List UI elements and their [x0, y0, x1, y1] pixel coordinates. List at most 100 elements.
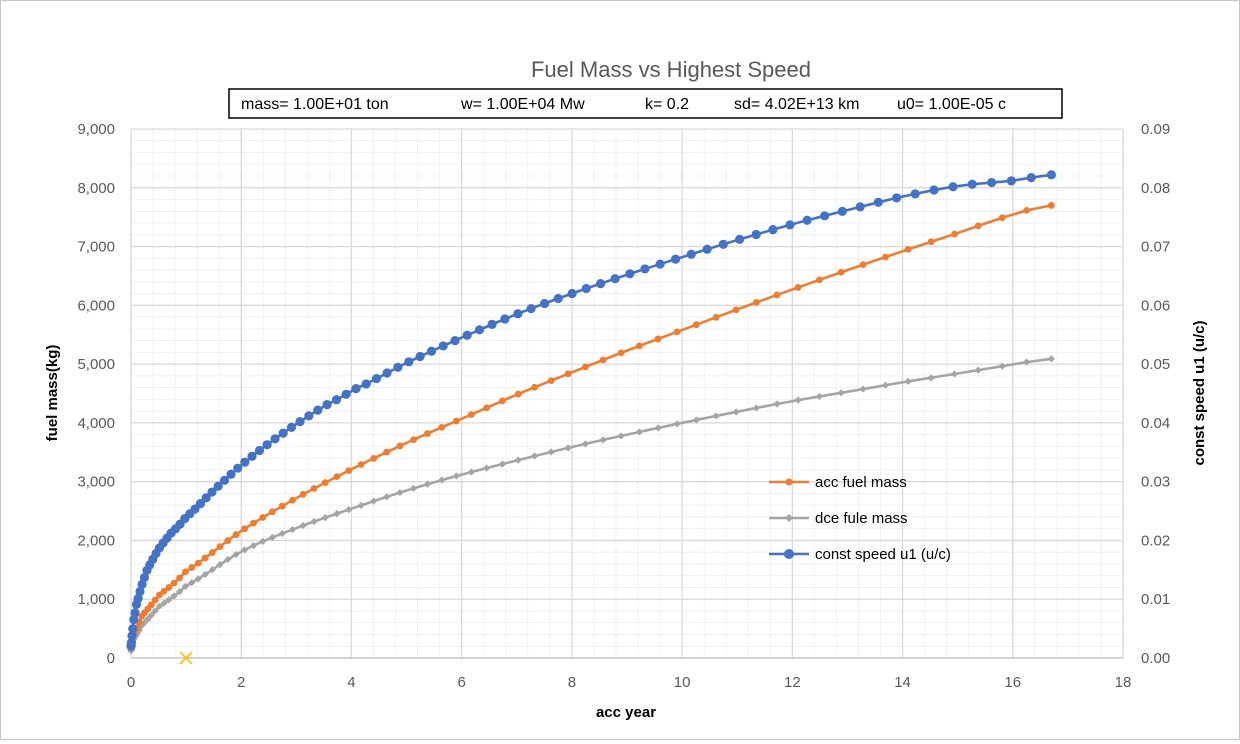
data-point-const-speed — [361, 379, 371, 389]
data-point-dce-fule-mass — [1023, 358, 1031, 366]
data-point-dce-fule-mass — [259, 537, 267, 546]
data-point-const-speed — [655, 259, 665, 269]
data-point-const-speed — [670, 254, 681, 264]
data-point-dce-fule-mass — [581, 440, 590, 448]
data-point-const-speed — [128, 624, 138, 634]
data-point-acc-fuel-mass — [752, 299, 760, 306]
data-point-acc-fuel-mass — [194, 559, 202, 567]
data-point-const-speed — [802, 215, 812, 225]
data-point-acc-fuel-mass — [514, 390, 522, 398]
data-point-dce-fule-mass — [299, 521, 307, 530]
data-point-dce-fule-mass — [1047, 355, 1055, 363]
data-point-const-speed — [331, 395, 342, 405]
data-point-dce-fule-mass — [155, 602, 164, 610]
data-point-const-speed — [130, 608, 140, 618]
data-point-acc-fuel-mass — [599, 356, 607, 364]
data-point-const-speed — [341, 389, 351, 399]
data-point-const-speed — [686, 249, 696, 259]
data-point-dce-fule-mass — [438, 476, 446, 484]
data-point-acc-fuel-mass — [208, 549, 216, 556]
data-point-const-speed — [201, 493, 211, 503]
data-point-dce-fule-mass — [732, 408, 740, 416]
data-point-const-speed — [254, 445, 265, 456]
data-point-const-speed — [351, 384, 361, 394]
data-point-acc-fuel-mass — [951, 230, 958, 238]
chart-title: Fuel Mass vs Highest Speed — [531, 57, 811, 82]
data-point-dce-fule-mass — [904, 377, 912, 386]
data-point-const-speed — [195, 499, 206, 509]
parameter-box — [228, 88, 1063, 119]
data-point-const-speed — [313, 405, 323, 415]
data-point-acc-fuel-mass — [259, 514, 267, 521]
legend-marker-const-speed — [784, 549, 794, 559]
data-point-dce-fule-mass — [321, 513, 329, 522]
data-point-acc-fuel-mass — [732, 306, 740, 314]
data-point-const-speed — [270, 434, 280, 444]
y-tick-label: 2,000 — [77, 532, 115, 549]
data-point-acc-fuel-mass — [424, 430, 431, 437]
y-tick-label: 0 — [107, 650, 115, 667]
data-point-dce-fule-mass — [547, 448, 555, 456]
y-tick-label: 3,000 — [77, 474, 115, 491]
data-point-dce-fule-mass — [241, 546, 249, 554]
legend-label-dce-fule-mass: dce fule mass — [815, 510, 908, 527]
data-point-acc-fuel-mass — [773, 291, 781, 299]
data-point-const-speed — [967, 179, 977, 189]
data-point-const-speed — [837, 206, 847, 217]
legend: acc fuel mass dce fule mass const speed … — [769, 474, 951, 563]
data-point-dce-fule-mass — [175, 588, 184, 596]
data-point-const-speed — [286, 422, 297, 432]
y2-tick-label: 0.01 — [1141, 591, 1170, 608]
data-point-acc-fuel-mass — [289, 496, 296, 504]
y2-tick-label: 0.05 — [1141, 356, 1170, 373]
data-point-const-speed — [438, 341, 448, 351]
x-tick-label: 8 — [568, 674, 576, 691]
data-point-dce-fule-mass — [151, 607, 159, 615]
y-tick-label: 4,000 — [77, 415, 115, 432]
y-tick-label: 7,000 — [77, 239, 115, 256]
data-point-const-speed — [595, 279, 606, 289]
data-point-acc-fuel-mass — [816, 276, 823, 284]
param-mass: mass= 1.00E+01 ton — [241, 96, 389, 113]
data-point-acc-fuel-mass — [176, 574, 183, 582]
data-point-dce-fule-mass — [396, 488, 404, 497]
data-point-dce-fule-mass — [370, 497, 378, 505]
y-tick-label: 1,000 — [77, 591, 115, 608]
data-point-const-speed — [450, 335, 460, 346]
data-point-const-speed — [474, 325, 485, 335]
data-point-dce-fule-mass — [216, 561, 224, 569]
data-point-acc-fuel-mass — [278, 502, 286, 510]
data-point-const-speed — [304, 411, 314, 421]
data-point-acc-fuel-mass — [182, 568, 189, 576]
data-point-acc-fuel-mass — [438, 423, 446, 431]
legend-marker-acc-fuel-mass — [785, 478, 793, 486]
data-point-acc-fuel-mass — [396, 442, 404, 450]
data-point-acc-fuel-mass — [1023, 206, 1031, 214]
data-point-dce-fule-mass — [483, 464, 491, 472]
data-point-acc-fuel-mass — [345, 467, 353, 475]
data-point-const-speed — [640, 264, 650, 274]
data-point-acc-fuel-mass — [250, 519, 257, 527]
data-point-const-speed — [625, 269, 635, 279]
x-tick-label: 10 — [674, 674, 691, 691]
data-point-dce-fule-mass — [278, 529, 286, 538]
data-point-dce-fule-mass — [170, 592, 178, 600]
data-point-const-speed — [462, 330, 472, 340]
data-point-dce-fule-mass — [165, 596, 173, 604]
x-tick-label: 12 — [784, 674, 801, 691]
data-point-acc-fuel-mass — [188, 564, 196, 571]
data-point-const-speed — [226, 469, 236, 479]
data-point-dce-fule-mass — [635, 428, 644, 436]
param-k: k= 0.2 — [645, 96, 689, 113]
legend-label-acc-fuel-mass: acc fuel mass — [815, 474, 907, 491]
data-point-dce-fule-mass — [692, 416, 700, 424]
data-point-dce-fule-mass — [147, 611, 155, 619]
data-point-dce-fule-mass — [859, 385, 867, 393]
data-point-const-speed — [567, 288, 577, 299]
y-axis-title: fuel mass(kg) — [44, 345, 61, 442]
data-point-dce-fule-mass — [333, 510, 341, 518]
data-point-acc-fuel-mass — [483, 404, 491, 412]
data-point-dce-fule-mass — [144, 615, 152, 623]
y2-tick-label: 0.06 — [1141, 297, 1170, 314]
